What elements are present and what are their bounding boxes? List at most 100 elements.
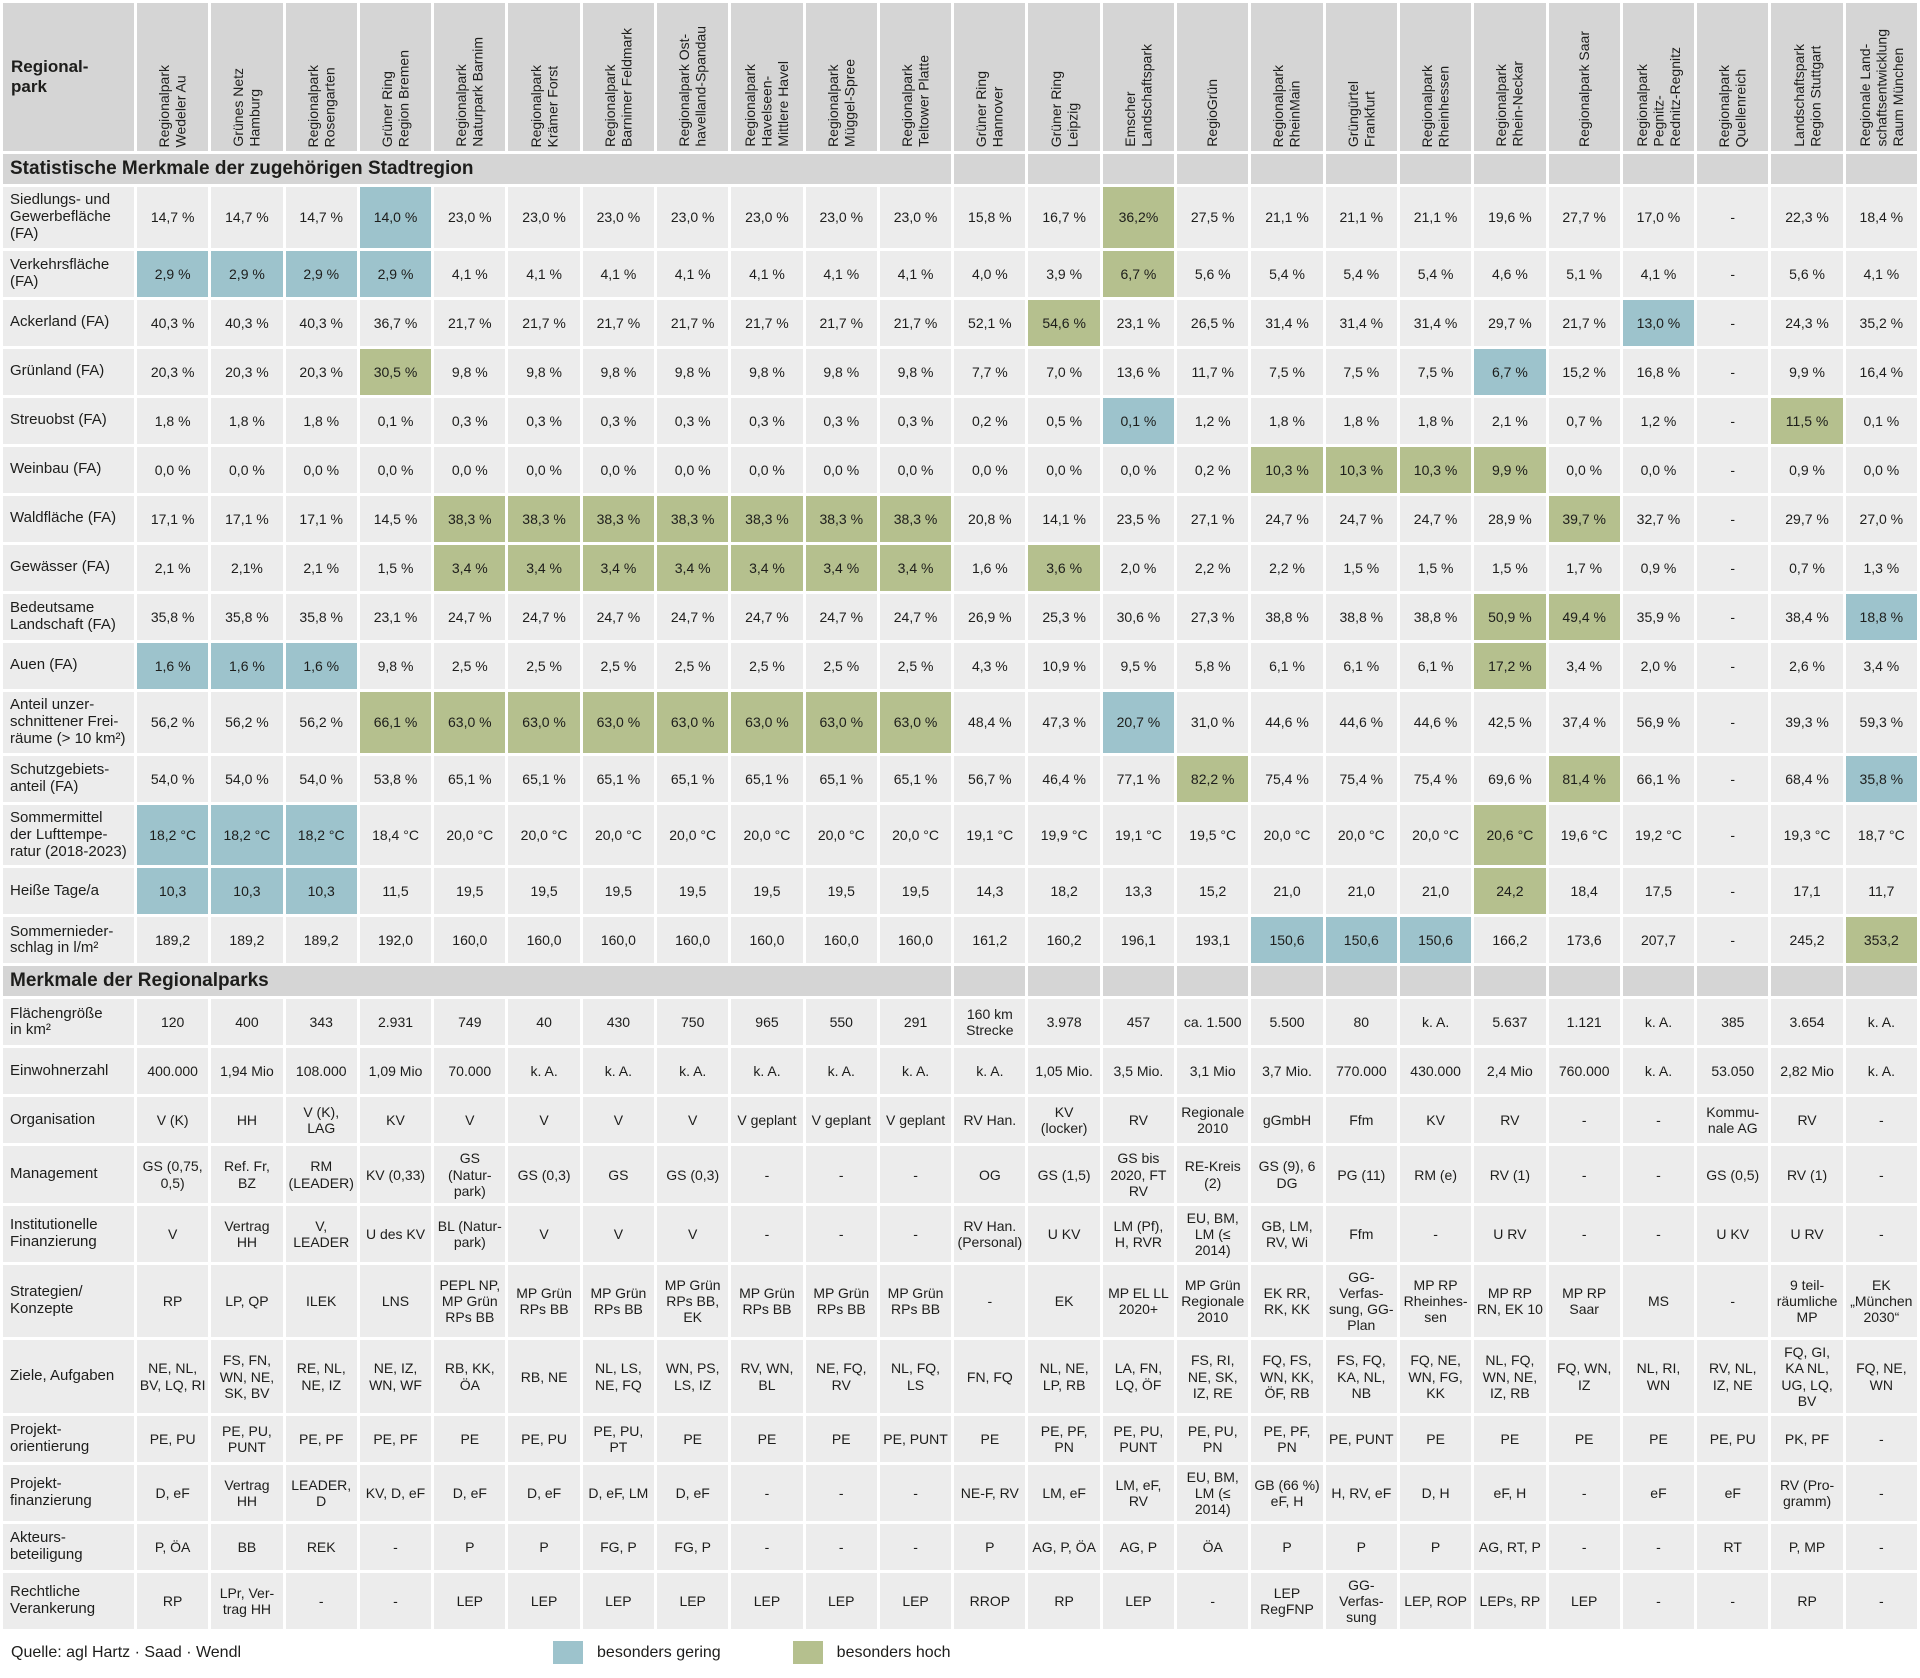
table-cell: 36,2%	[1102, 187, 1175, 248]
table-cell: 4,1 %	[731, 250, 803, 297]
table-cell: 38,3 %	[805, 495, 877, 542]
table-cell: FS, RI, NE, SK, IZ, RE	[1177, 1340, 1249, 1413]
table-cell: -	[1622, 1524, 1695, 1571]
table-cell: PE	[1474, 1415, 1546, 1462]
table-cell: PE	[657, 1415, 729, 1462]
table-cell: 38,4 %	[1771, 593, 1843, 640]
table-cell: -	[1548, 1524, 1620, 1571]
table-cell: V	[582, 1097, 655, 1144]
table-cell: U RV	[1771, 1205, 1843, 1262]
table-cell: 21,7 %	[582, 299, 655, 346]
table-cell: 75,4 %	[1325, 755, 1397, 802]
row-label: Sommermittel der Lufttempe- ratur (2018-…	[3, 804, 134, 866]
table-cell: 63,0 %	[731, 691, 803, 753]
table-cell: 4,0 %	[954, 250, 1026, 297]
table-cell: 5,8 %	[1177, 642, 1249, 689]
legend-gering: besonders gering	[553, 1641, 721, 1665]
table-cell: 38,3 %	[508, 495, 580, 542]
table-cell: 3,4 %	[1845, 642, 1917, 689]
table-cell: k. A.	[508, 1048, 580, 1095]
table-cell: 23,0 %	[731, 187, 803, 248]
section-spacer-cell	[954, 154, 1026, 184]
table-cell: 10,3	[285, 868, 357, 915]
table-cell: -	[1622, 1146, 1695, 1203]
table-cell: NE, IZ, WN, WF	[359, 1340, 432, 1413]
column-header-label: Emscher Landschaftspark	[1121, 44, 1155, 147]
table-cell: 21,1 %	[1325, 187, 1397, 248]
table-cell: PE	[434, 1415, 506, 1462]
table-cell: 9,8 %	[582, 348, 655, 395]
table-cell: RV Han. (Personal)	[954, 1205, 1026, 1262]
section-spacer-cell	[1028, 154, 1100, 184]
table-cell: 18,8 %	[1845, 593, 1917, 640]
table-cell: 44,6 %	[1399, 691, 1472, 753]
table-cell: 0,1 %	[1102, 397, 1175, 444]
table-cell: 749	[434, 999, 506, 1046]
table-cell: 63,0 %	[657, 691, 729, 753]
table-cell: 63,0 %	[434, 691, 506, 753]
table-cell: 32,7 %	[1622, 495, 1695, 542]
table-cell: 2,82 Mio	[1771, 1048, 1843, 1095]
table-cell: -	[1548, 1146, 1620, 1203]
table-cell: 20,0 °C	[879, 804, 952, 866]
table-cell: WN, PS, LS, IZ	[657, 1340, 729, 1413]
table-cell: 14,5 %	[359, 495, 432, 542]
table-cell: FG, P	[657, 1524, 729, 1571]
table-cell: -	[1697, 868, 1769, 915]
table-cell: -	[1548, 1097, 1620, 1144]
table-cell: LEP	[805, 1573, 877, 1630]
table-cell: 5,4 %	[1251, 250, 1323, 297]
table-cell: 4,3 %	[954, 642, 1026, 689]
table-cell: 56,2 %	[285, 691, 357, 753]
table-cell: 18,2	[1028, 868, 1100, 915]
row-label: Auen (FA)	[3, 642, 134, 689]
table-cell: 0,0 %	[285, 446, 357, 493]
table-cell: 13,6 %	[1102, 348, 1175, 395]
table-cell: PE, PF	[359, 1415, 432, 1462]
table-cell: 173,6	[1548, 917, 1620, 964]
table-cell: 2,0 %	[1622, 642, 1695, 689]
table-cell: -	[1697, 642, 1769, 689]
column-header-label: Regionalpark Quellenreich	[1716, 64, 1749, 148]
row-label: Rechtliche Verankerung	[3, 1573, 134, 1630]
table-cell: 0,0 %	[211, 446, 283, 493]
table-cell: 0,0 %	[1028, 446, 1100, 493]
table-cell: 49,4 %	[1548, 593, 1620, 640]
table-cell: LEP RegFNP	[1251, 1573, 1323, 1630]
table-cell: LEP, ROP	[1399, 1573, 1472, 1630]
table-cell: 38,3 %	[657, 495, 729, 542]
table-cell: LA, FN, LQ, ÖF	[1102, 1340, 1175, 1413]
table-cell: 7,0 %	[1028, 348, 1100, 395]
column-header-label: Regionalpark Havelseen- Mittlere Havel	[742, 61, 792, 147]
table-cell: 24,2	[1474, 868, 1546, 915]
table-cell: 160,2	[1028, 917, 1100, 964]
table-cell: 65,1 %	[582, 755, 655, 802]
table-cell: 1,7 %	[1548, 544, 1620, 591]
table-cell: 27,3 %	[1177, 593, 1249, 640]
table-cell: k. A.	[879, 1048, 952, 1095]
table-cell: 0,3 %	[879, 397, 952, 444]
table-cell: 4,1 %	[1845, 250, 1917, 297]
table-cell: 108.000	[285, 1048, 357, 1095]
table-cell: 14,7 %	[285, 187, 357, 248]
table-cell: V geplant	[731, 1097, 803, 1144]
table-cell: V	[434, 1097, 506, 1144]
section-spacer-cell	[1845, 966, 1917, 997]
table-cell: 24,7 %	[657, 593, 729, 640]
table-cell: 9,8 %	[508, 348, 580, 395]
table-cell: REK	[285, 1524, 357, 1571]
table-cell: ILEK	[285, 1265, 357, 1338]
row-label: Ackerland (FA)	[3, 299, 134, 346]
table-cell: GB, LM, RV, Wi	[1251, 1205, 1323, 1262]
table-cell: D, eF, LM	[582, 1464, 655, 1522]
table-cell: V (K)	[137, 1097, 209, 1144]
table-cell: 30,5 %	[359, 348, 432, 395]
table-cell: 28,9 %	[1474, 495, 1546, 542]
table-cell: RP	[137, 1265, 209, 1338]
table-cell: 1,2 %	[1622, 397, 1695, 444]
table-cell: -	[1548, 1464, 1620, 1522]
table-cell: 24,7 %	[434, 593, 506, 640]
table-cell: 19,1 °C	[954, 804, 1026, 866]
table-cell: 2,1%	[211, 544, 283, 591]
table-cell: FQ, NE, WN, FG, KK	[1399, 1340, 1472, 1413]
